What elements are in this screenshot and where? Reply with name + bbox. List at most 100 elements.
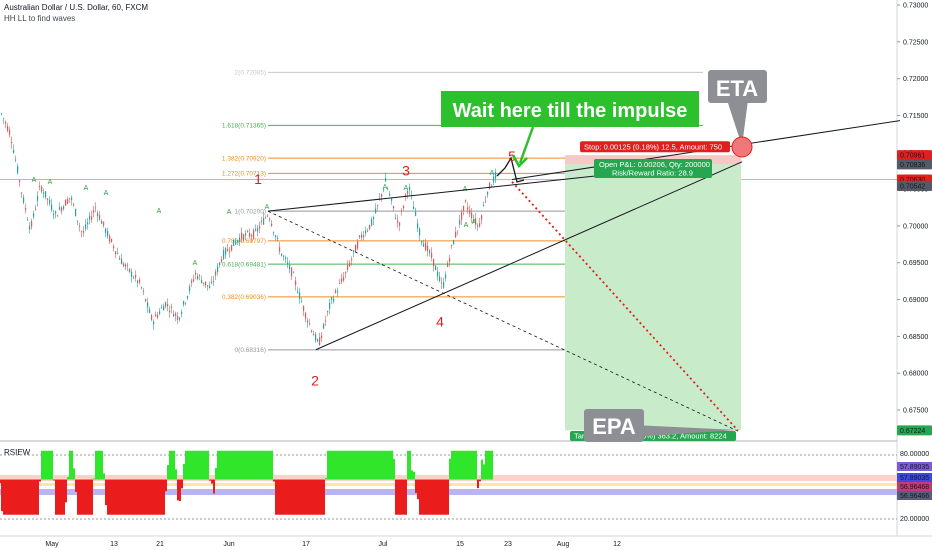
- rsi-value-badge: [897, 491, 932, 500]
- candle-body: [337, 291, 339, 293]
- candle-body: [21, 192, 23, 194]
- candle-body: [489, 182, 491, 189]
- candle-body: [453, 240, 455, 245]
- epa-pointer: [632, 425, 738, 437]
- price-tick-label: 0.71500: [903, 113, 928, 120]
- candle-body: [183, 301, 185, 305]
- candle-body: [253, 229, 255, 239]
- candle-body: [221, 259, 223, 262]
- candle-body: [213, 281, 215, 283]
- eta-pointer: [727, 100, 748, 146]
- candle-body: [141, 287, 143, 289]
- candle-body: [331, 297, 333, 300]
- price-tick-label: 0.73000: [903, 3, 928, 10]
- candle-body: [475, 218, 477, 225]
- candle-body: [373, 217, 375, 220]
- candle-body: [169, 310, 171, 313]
- candle-body: [467, 207, 469, 210]
- candle-body: [231, 244, 233, 251]
- rsi-value-label: 56.96468: [900, 484, 929, 491]
- time-tick-label: 15: [456, 541, 464, 548]
- candle-body: [289, 264, 291, 270]
- candle-body: [243, 234, 245, 241]
- candle-body: [487, 191, 489, 195]
- candle-body: [343, 277, 345, 281]
- candle-body: [39, 186, 41, 187]
- candle-body: [45, 191, 47, 198]
- eta-badge: [708, 70, 767, 103]
- candle-body: [81, 231, 83, 233]
- wave-marker: A: [463, 186, 468, 193]
- candle-body: [49, 199, 51, 204]
- candle-body: [355, 245, 357, 253]
- candle-body: [441, 282, 443, 284]
- candle-body: [127, 264, 129, 266]
- candle-body: [167, 303, 169, 307]
- candle-body: [65, 200, 67, 206]
- candle-body: [339, 283, 341, 284]
- wave-marker: A: [464, 222, 469, 229]
- candle-body: [245, 233, 247, 236]
- wave-marker: A: [84, 185, 89, 192]
- candle-body: [195, 272, 197, 275]
- candle-body: [121, 258, 123, 265]
- candle-body: [481, 215, 483, 220]
- price-badge: [897, 159, 932, 170]
- candle-body: [383, 189, 385, 191]
- price-tick-label: 0.70000: [903, 223, 928, 230]
- rsi-value-label: 56.96466: [900, 493, 929, 500]
- candle-body: [237, 240, 239, 243]
- candle-body: [9, 130, 11, 135]
- candle-body: [413, 206, 415, 210]
- candle-body: [155, 314, 157, 317]
- candle-body: [341, 278, 343, 282]
- stop-label: Stop: 0.00125 (0.18%) 12.5, Amount: 750: [584, 143, 722, 152]
- candle-body: [353, 250, 355, 253]
- rsi-value-label: 57.89035: [900, 475, 929, 482]
- rsi-panel-title: RSIEW: [4, 448, 31, 457]
- candle-body: [151, 315, 153, 320]
- fib-level-label: 1(0.70200): [235, 208, 266, 215]
- time-tick-label: Jun: [223, 541, 234, 548]
- candle-body: [33, 213, 35, 217]
- candle-body: [11, 141, 13, 144]
- candle-body: [125, 264, 127, 267]
- price-badge-label: 0.70836: [900, 162, 925, 169]
- wave-marker: A: [265, 204, 270, 211]
- candle-body: [211, 281, 213, 284]
- candle-body: [297, 291, 299, 293]
- fib-level-label: 0.382(0.69036): [222, 294, 266, 301]
- time-tick-label: May: [45, 541, 59, 548]
- candle-body: [401, 210, 403, 212]
- candle-body: [181, 312, 183, 315]
- price-badge-label: 0.70630: [900, 177, 925, 184]
- candle-body: [385, 178, 387, 182]
- time-tick-label: 12: [613, 541, 621, 548]
- candle-body: [255, 228, 257, 231]
- candle-body: [375, 208, 377, 214]
- price-badge-label: 0.70542: [900, 183, 925, 190]
- candle-body: [19, 180, 21, 183]
- epa-text: EPA: [592, 414, 636, 439]
- candle-body: [99, 215, 101, 220]
- candle-body: [123, 263, 125, 266]
- candle-body: [465, 200, 467, 202]
- candle-body: [477, 225, 479, 227]
- candle-body: [135, 274, 137, 278]
- candle-body: [491, 185, 493, 187]
- candle-body: [187, 296, 189, 298]
- candle-body: [445, 274, 447, 279]
- time-tick-label: 21: [156, 541, 164, 548]
- price-tick-label: 0.72500: [903, 39, 928, 46]
- candle-body: [131, 271, 133, 278]
- candle-body: [75, 209, 77, 217]
- candle-body: [273, 231, 275, 233]
- candle-body: [315, 334, 317, 341]
- fib-level-label: 0.618(0.69481): [222, 261, 266, 268]
- candle-body: [215, 271, 217, 276]
- wave-marker: A: [32, 177, 37, 184]
- epa-badge: [584, 409, 644, 442]
